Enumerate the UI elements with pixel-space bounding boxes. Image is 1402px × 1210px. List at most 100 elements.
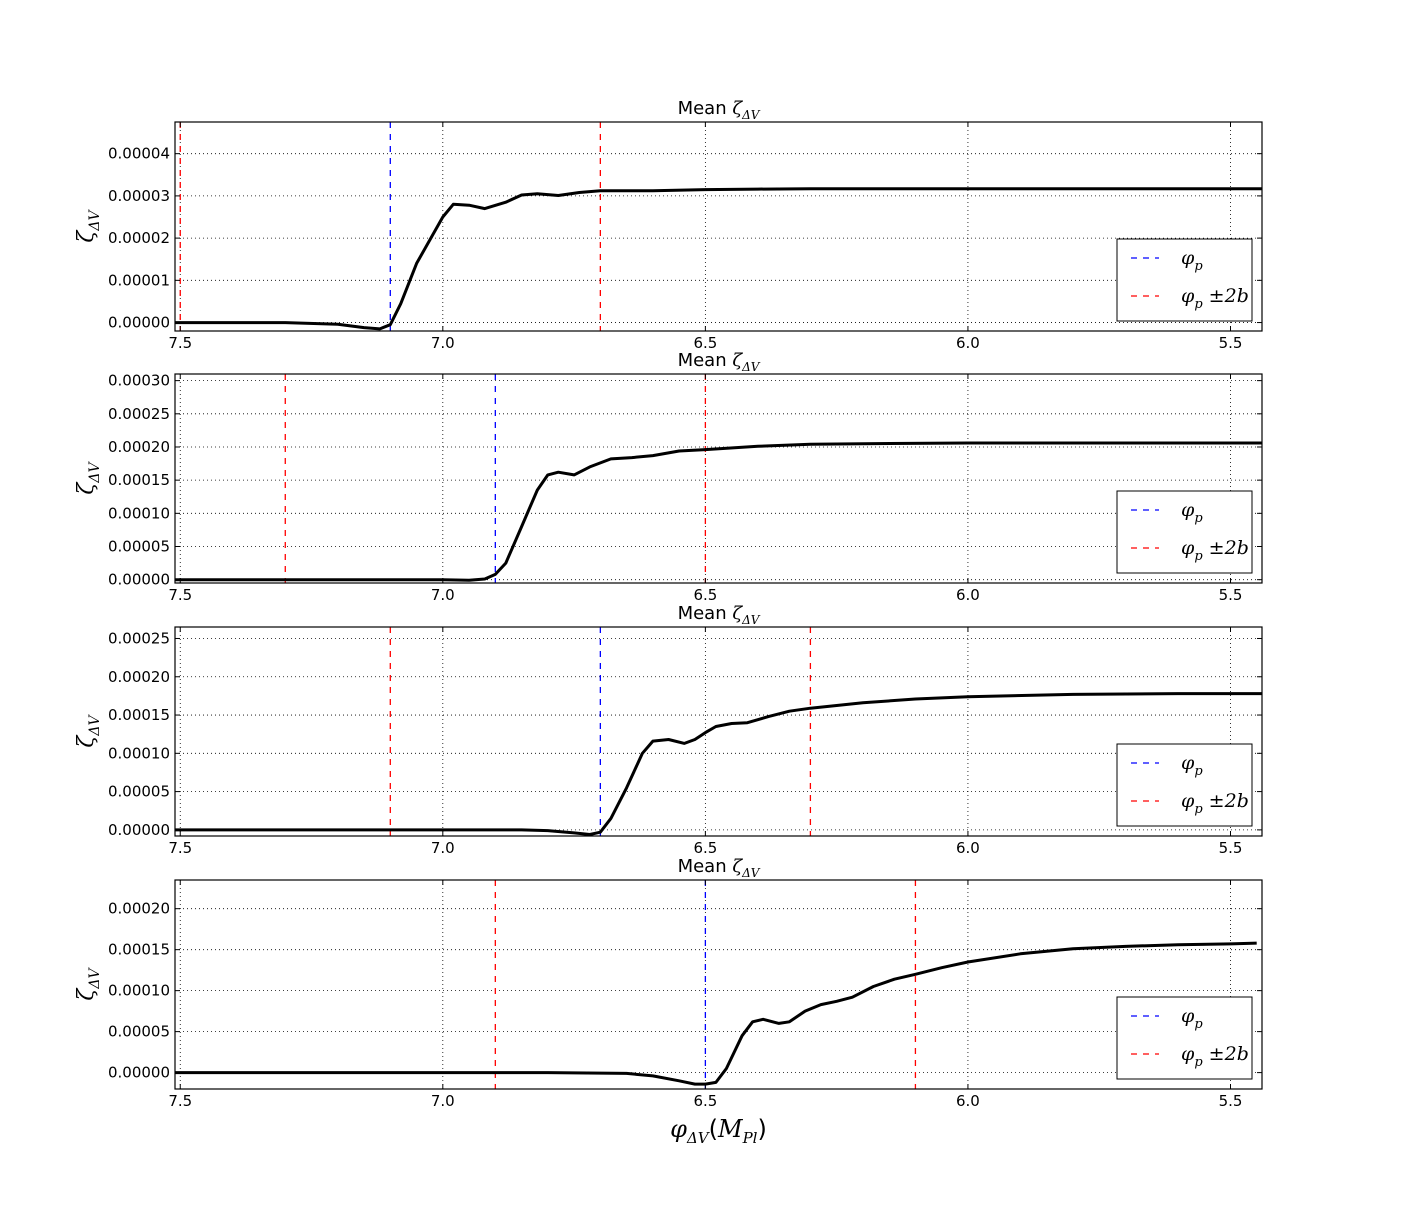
x-tick-label: 5.5 [1219, 334, 1243, 352]
legend-label: φp [1181, 1005, 1203, 1032]
x-tick-label: 7.5 [168, 1092, 192, 1110]
legend-label: φp ±2b [1181, 537, 1249, 564]
x-tick-label: 5.5 [1219, 839, 1243, 857]
x-tick-label: 7.0 [431, 1092, 455, 1110]
x-tick-label: 6.0 [956, 334, 980, 352]
y-tick-label: 0.00030 [108, 372, 170, 390]
chart-title: Mean ζΔV [678, 98, 761, 122]
x-tick-label: 7.5 [168, 334, 192, 352]
x-tick-label: 6.0 [956, 839, 980, 857]
x-tick-label: 7.5 [168, 839, 192, 857]
xlabel-mass-symbol: M [717, 1115, 744, 1143]
y-tick-label: 0.00010 [108, 982, 170, 1000]
y-tick-label: 0.00000 [108, 571, 170, 589]
y-tick-label: 0.00000 [108, 1064, 170, 1082]
legend-subscript: p [1194, 259, 1203, 274]
axes-frame [174, 626, 1263, 837]
xlabel-mass-subscript: Pl [742, 1129, 758, 1147]
title-subscript: ΔV [741, 360, 761, 374]
title-symbol: ζ [732, 603, 743, 624]
x-tick-label: 6.5 [693, 839, 717, 857]
y-tick-label: 0.00005 [108, 1023, 170, 1041]
grid [175, 374, 1262, 583]
y-tick-label: 0.00025 [108, 405, 170, 423]
series-line-1 [175, 187, 1262, 331]
x-axis-label: φΔV(MPl) [670, 1115, 767, 1147]
legend-frame [1116, 996, 1253, 1080]
y-tick-label: 0.00025 [108, 629, 170, 647]
xlabel-paren-close: ) [757, 1115, 766, 1143]
legend-symbol: φ [1181, 499, 1195, 521]
title-subscript: ΔV [741, 866, 761, 880]
x-tick-label: 6.0 [956, 1092, 980, 1110]
legend-frame [1116, 743, 1253, 827]
ylabel-symbol: ζ [74, 734, 99, 748]
y-tick-label: 0.00005 [108, 538, 170, 556]
y-tick-label: 0.00000 [108, 821, 170, 839]
legend-subscript: p [1194, 1017, 1203, 1032]
legend-symbol: φ [1181, 537, 1195, 559]
chart-title: Mean ζΔV [678, 350, 761, 374]
x-tick-label: 6.0 [956, 586, 980, 604]
legend-label: φp [1181, 499, 1203, 526]
x-tick-label: 7.5 [168, 586, 192, 604]
legend-frame [1116, 490, 1253, 574]
y-tick-label: 0.00015 [108, 471, 170, 489]
series-line-1 [175, 441, 1262, 582]
chart-title: Mean ζΔV [678, 856, 761, 880]
title-symbol: ζ [732, 350, 743, 371]
title-subscript: ΔV [741, 108, 761, 122]
ylabel-symbol: ζ [74, 987, 99, 1001]
x-tick-label: 6.5 [693, 586, 717, 604]
y-tick-label: 0.00015 [108, 941, 170, 959]
ylabel-subscript: ΔV [87, 967, 103, 990]
y-axis-label: ζΔV [74, 714, 103, 748]
y-axis-label: ζΔV [74, 461, 103, 495]
chart-panel-2: 7.5 7.0 6.5 6.0 5.5 0.00000 0.00005 0.00010 0.00… [74, 350, 1263, 604]
legend-label: φp [1181, 247, 1203, 274]
title-subscript: ΔV [741, 613, 761, 627]
grid [175, 880, 1262, 1089]
x-tick-label: 5.5 [1219, 1092, 1243, 1110]
legend-suffix: ±2b [1203, 537, 1249, 559]
x-tick-label: 7.0 [431, 839, 455, 857]
y-tick-label: 0.00004 [108, 145, 170, 163]
legend-label: φp ±2b [1181, 285, 1249, 312]
y-tick-label: 0.00010 [108, 504, 170, 522]
legend-subscript: p [1194, 297, 1203, 312]
chart-panel-4: 7.5 7.0 6.5 6.0 5.5 0.00000 0.00005 0.00010 0.00… [74, 856, 1263, 1110]
series-line-1 [175, 941, 1257, 1086]
legend-label: φp [1181, 752, 1203, 779]
title-symbol: ζ [732, 98, 743, 119]
legend-suffix: ±2b [1203, 285, 1249, 307]
legend-symbol: φ [1181, 752, 1195, 774]
y-tick-label: 0.00020 [108, 668, 170, 686]
legend-symbol: φ [1181, 1005, 1195, 1027]
xlabel-symbol: φ [670, 1115, 687, 1143]
axes-frame [174, 879, 1263, 1090]
title-prefix: Mean [678, 98, 733, 119]
legend-suffix: ±2b [1203, 1043, 1249, 1065]
axes-frame [174, 121, 1263, 332]
chart-panel-1: 7.5 7.0 6.5 6.0 5.5 0.00000 0.00001 0.00002 0.00… [74, 98, 1263, 352]
legend-subscript: p [1194, 802, 1203, 817]
legend-subscript: p [1194, 511, 1203, 526]
x-tick-label: 5.5 [1219, 586, 1243, 604]
title-symbol: ζ [732, 856, 743, 877]
x-tick-label: 6.5 [693, 1092, 717, 1110]
y-tick-label: 0.00020 [108, 438, 170, 456]
series-line-1 [175, 692, 1262, 836]
y-axis-label: ζΔV [74, 209, 103, 243]
legend-frame [1116, 238, 1253, 322]
title-prefix: Mean [678, 603, 733, 624]
legend-suffix: ±2b [1203, 790, 1249, 812]
ylabel-symbol: ζ [74, 481, 99, 495]
ylabel-subscript: ΔV [87, 714, 103, 737]
legend-subscript: p [1194, 549, 1203, 564]
legend-symbol: φ [1181, 247, 1195, 269]
y-tick-label: 0.00020 [108, 900, 170, 918]
